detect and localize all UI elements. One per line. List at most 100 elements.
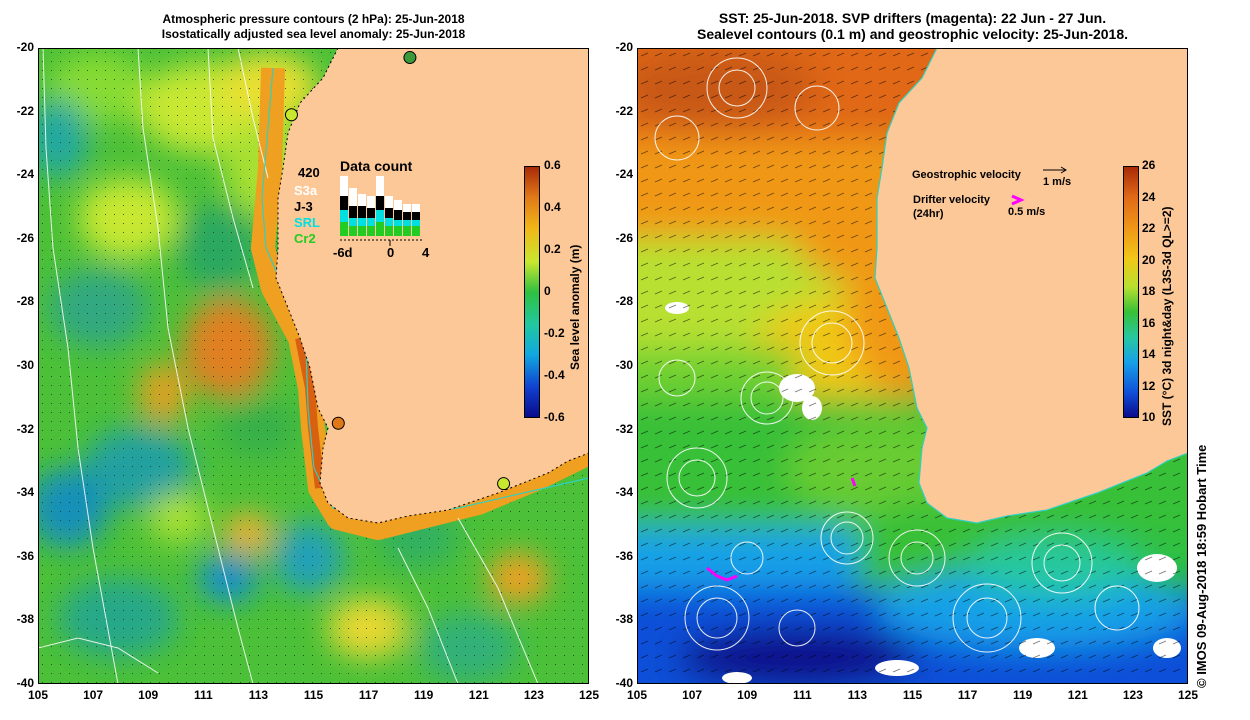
right-lat-tick: -34 <box>615 485 633 500</box>
drifter-scale-label: 0.5 m/s <box>1008 206 1046 218</box>
sla-colorbar <box>524 166 540 418</box>
sst-colorbar-tick: 26 <box>1142 158 1156 172</box>
imos-credit: © IMOS 09-Aug-2018 18:59 Hobart Time <box>1194 444 1209 688</box>
sla-colorbar-tick: -0.2 <box>544 326 565 340</box>
sst-colorbar-tick: 10 <box>1142 410 1156 424</box>
sst-colorbar-tick: 12 <box>1142 378 1156 393</box>
sla-colorbar-label: Sea level anomaly (m) <box>568 244 582 370</box>
left-lat-tick: -28 <box>16 294 34 309</box>
left-lon-tick: 125 <box>578 688 600 702</box>
left-lat-tick: -38 <box>16 612 34 627</box>
right-lon-tick: 123 <box>1122 688 1143 702</box>
geostrophic-velocity-label: Geostrophic velocity <box>912 169 1021 181</box>
right-lon-tick: 115 <box>902 688 923 702</box>
left-lat-tick: -40 <box>16 676 34 690</box>
left-lat-tick: -30 <box>16 358 34 372</box>
sea-level-contours <box>654 57 1140 653</box>
right-lat-tick: -26 <box>615 230 633 245</box>
left-lat-tick: -24 <box>16 167 34 182</box>
left-title-line1: Atmospheric pressure contours (2 hPa): 2… <box>162 12 465 26</box>
left-lon-tick: 111 <box>193 688 213 702</box>
sat-label-srl: SRL <box>294 215 320 230</box>
left-lon-tick: 113 <box>248 688 269 702</box>
left-lon-tick: 115 <box>303 688 324 702</box>
sla-colorbar-tick: 0.6 <box>544 158 561 172</box>
right-lat-tick: -40 <box>615 676 633 690</box>
sla-colorbar-tick: -0.4 <box>544 368 565 382</box>
sla-colorbar-tick: 0 <box>544 284 551 298</box>
right-lon-tick: 125 <box>1177 688 1199 702</box>
sat-label-s3a: S3a <box>294 183 318 198</box>
drifter-velocity-sub: (24hr) <box>913 208 944 220</box>
tide-gauge-marker[interactable] <box>331 416 345 430</box>
sla-map-graphic <box>38 48 589 684</box>
left-lat-tick: -32 <box>16 421 34 436</box>
right-lat-tick: -28 <box>615 294 633 309</box>
sst-map-graphic <box>637 48 1188 684</box>
right-title-line1: SST: 25-Jun-2018. SVP drifters (magenta)… <box>718 10 1107 26</box>
right-lon-tick: 105 <box>626 688 648 702</box>
data-count-inset <box>340 176 422 246</box>
data-count-max: 420 <box>298 165 320 180</box>
left-lon-tick: 119 <box>414 688 434 702</box>
sst-map[interactable] <box>637 48 1188 684</box>
right-lon-tick: 107 <box>682 688 703 702</box>
right-lat-tick: -20 <box>615 40 633 54</box>
data-count-xtick-zero: 0 <box>387 245 395 260</box>
left-lat-tick: -36 <box>16 548 34 563</box>
right-lat-tick: -36 <box>615 548 633 563</box>
left-lon-tick: 105 <box>27 688 49 702</box>
right-lon-tick: 119 <box>1013 688 1033 702</box>
left-panel-title: Atmospheric pressure contours (2 hPa): 2… <box>38 12 589 42</box>
left-lon-tick: 117 <box>358 688 379 702</box>
left-lon-tick: 109 <box>138 688 159 702</box>
right-lon-tick: 109 <box>737 688 758 702</box>
sst-colorbar-tick: 16 <box>1142 315 1156 330</box>
data-count-xtick-end: 4 <box>422 245 430 260</box>
left-lat-tick: -20 <box>16 40 34 54</box>
sla-colorbar-tick: -0.6 <box>544 410 565 424</box>
tide-gauges <box>284 51 511 491</box>
sst-colorbar-label: SST (°C) 3d night&day (L3S-3d QL>=2) <box>1160 206 1174 427</box>
sla-colorbar-tick: 0.4 <box>544 200 561 214</box>
drifter-track-east <box>850 477 857 487</box>
drifter-track-west <box>706 566 738 582</box>
left-lon-tick: 107 <box>83 688 104 702</box>
left-lat-tick: -26 <box>16 230 34 245</box>
left-lat-tick: -34 <box>16 485 34 500</box>
tide-gauge-marker[interactable] <box>284 108 298 122</box>
pressure-contours <box>38 48 539 684</box>
right-lat-tick: -38 <box>615 612 633 627</box>
sla-colorbar-tick: 0.2 <box>544 242 561 256</box>
right-lat-tick: -30 <box>615 358 633 372</box>
sst-colorbar <box>1123 166 1139 418</box>
sat-label-cr2: Cr2 <box>294 231 316 246</box>
geostrophic-scale-label: 1 m/s <box>1043 176 1072 188</box>
sst-colorbar-tick: 14 <box>1142 347 1156 361</box>
sst-colorbar-tick: 24 <box>1142 189 1156 204</box>
right-panel-title: SST: 25-Jun-2018. SVP drifters (magenta)… <box>637 10 1188 42</box>
right-lat-tick: -24 <box>615 167 633 182</box>
sst-colorbar-tick: 22 <box>1142 221 1156 235</box>
sst-colorbar-tick: 20 <box>1142 252 1156 267</box>
tide-gauge-marker[interactable] <box>403 51 417 65</box>
data-count-xtick-start: -6d <box>333 245 353 260</box>
coastline-sst <box>874 48 1188 524</box>
left-lon-tick: 123 <box>523 688 544 702</box>
right-lon-tick: 121 <box>1067 688 1088 702</box>
sat-label-j3: J-3 <box>294 199 313 214</box>
australia-landmass-sst <box>875 48 1188 523</box>
sea-level-anomaly-map[interactable] <box>38 48 589 684</box>
right-lon-tick: 113 <box>847 688 868 702</box>
left-lon-tick: 121 <box>468 688 489 702</box>
left-title-line2: Isostatically adjusted sea level anomaly… <box>161 27 466 41</box>
data-count-title: Data count <box>340 158 413 174</box>
right-lat-tick: -32 <box>615 421 633 436</box>
tide-gauge-marker[interactable] <box>497 477 511 491</box>
right-lon-tick: 111 <box>792 688 812 702</box>
sst-colorbar-tick: 18 <box>1142 284 1156 298</box>
right-lat-tick: -22 <box>615 103 633 118</box>
australia-landmass <box>276 48 589 523</box>
left-lat-tick: -22 <box>16 103 34 118</box>
drifter-scale-arrow <box>1011 194 1025 206</box>
